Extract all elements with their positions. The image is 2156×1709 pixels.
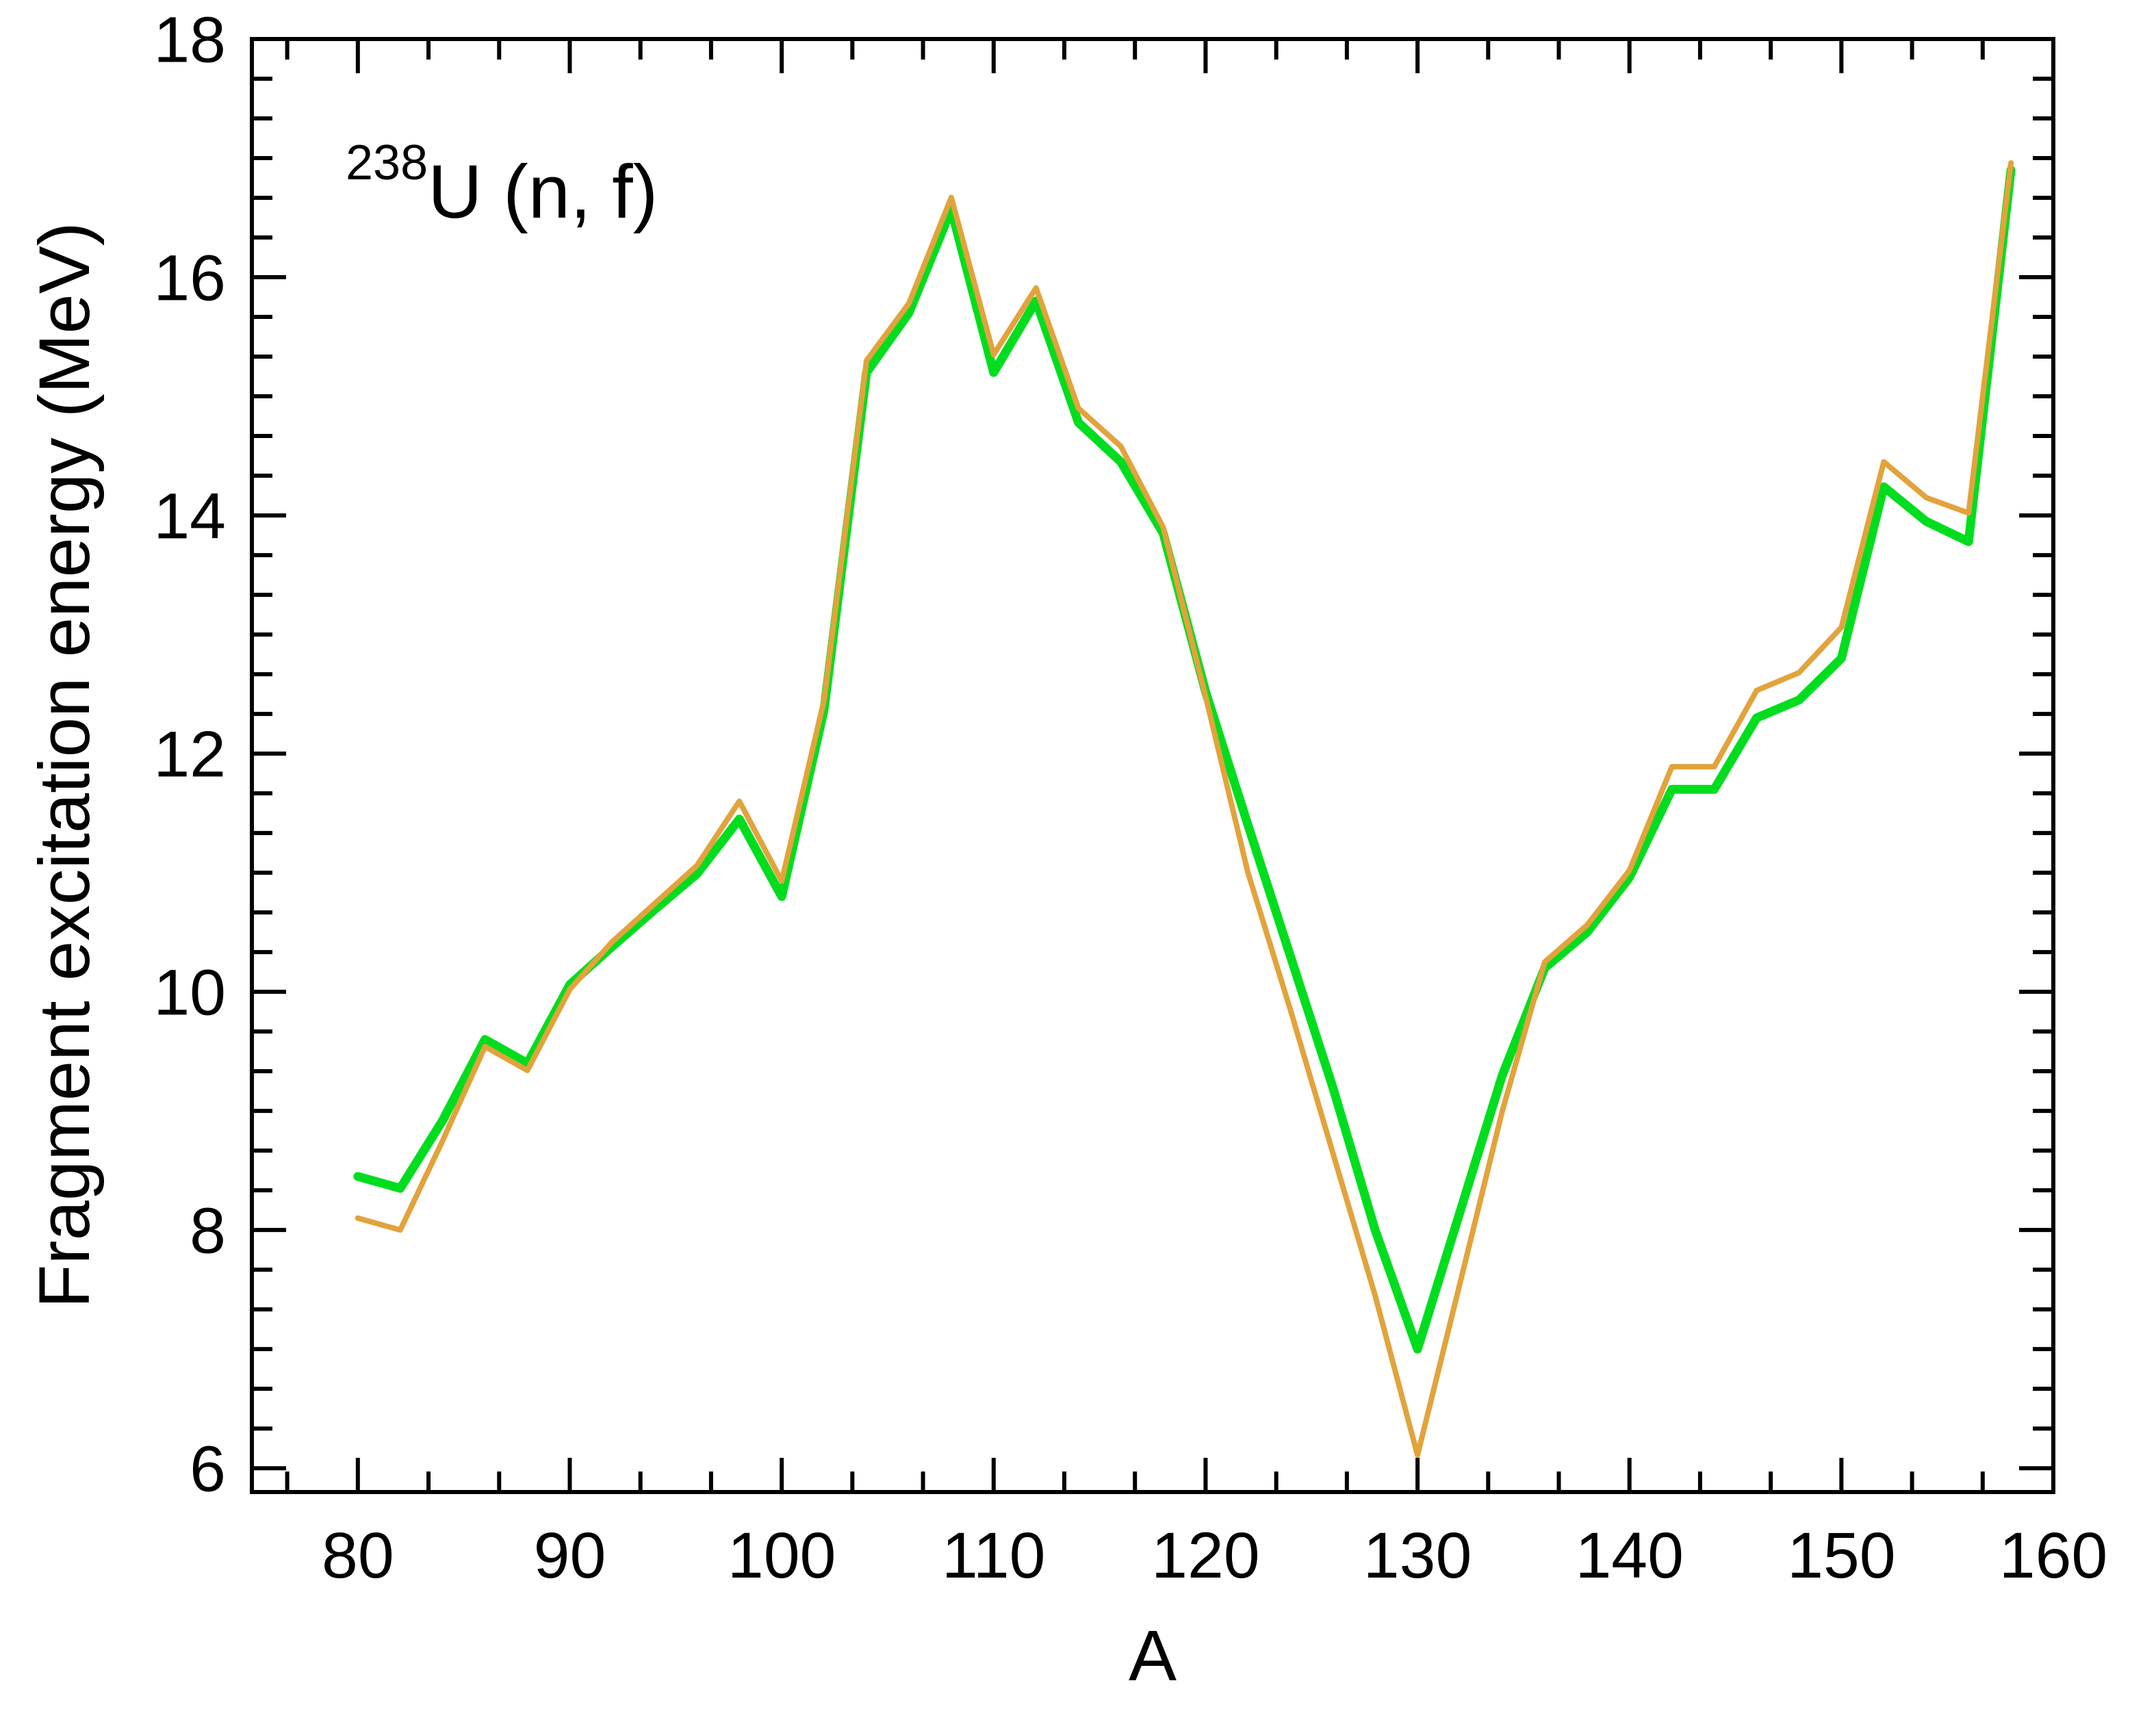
- x-tick-label: 110: [942, 1519, 1045, 1592]
- x-tick-label: 140: [1575, 1519, 1684, 1592]
- x-tick-label: 120: [1151, 1519, 1260, 1592]
- x-tick-label: 100: [728, 1519, 836, 1592]
- y-tick-label: 12: [153, 718, 226, 791]
- plot-border: [250, 37, 2055, 1494]
- y-axis-title: Fragment excitation energy (MeV): [25, 222, 105, 1308]
- chart-title: 238U (n, f): [346, 136, 658, 234]
- series-orange-line: [355, 159, 2014, 1459]
- chart-title-main: U (n, f): [428, 150, 658, 234]
- y-tick-label: 16: [153, 242, 226, 314]
- chart-title-superscript: 238: [346, 136, 428, 190]
- x-tick-label: 150: [1787, 1519, 1896, 1592]
- x-tick-label: 130: [1363, 1519, 1472, 1592]
- x-tick-label: 160: [1999, 1519, 2108, 1592]
- y-tick-label: 14: [153, 480, 226, 552]
- x-tick-label: 80: [322, 1519, 394, 1592]
- y-tick-label: 6: [190, 1432, 226, 1505]
- x-tick-label: 90: [534, 1519, 606, 1592]
- y-tick-label: 18: [153, 3, 226, 76]
- x-axis-title: A: [1129, 1616, 1177, 1696]
- y-tick-label: 10: [153, 956, 226, 1029]
- y-tick-label: 8: [190, 1194, 226, 1267]
